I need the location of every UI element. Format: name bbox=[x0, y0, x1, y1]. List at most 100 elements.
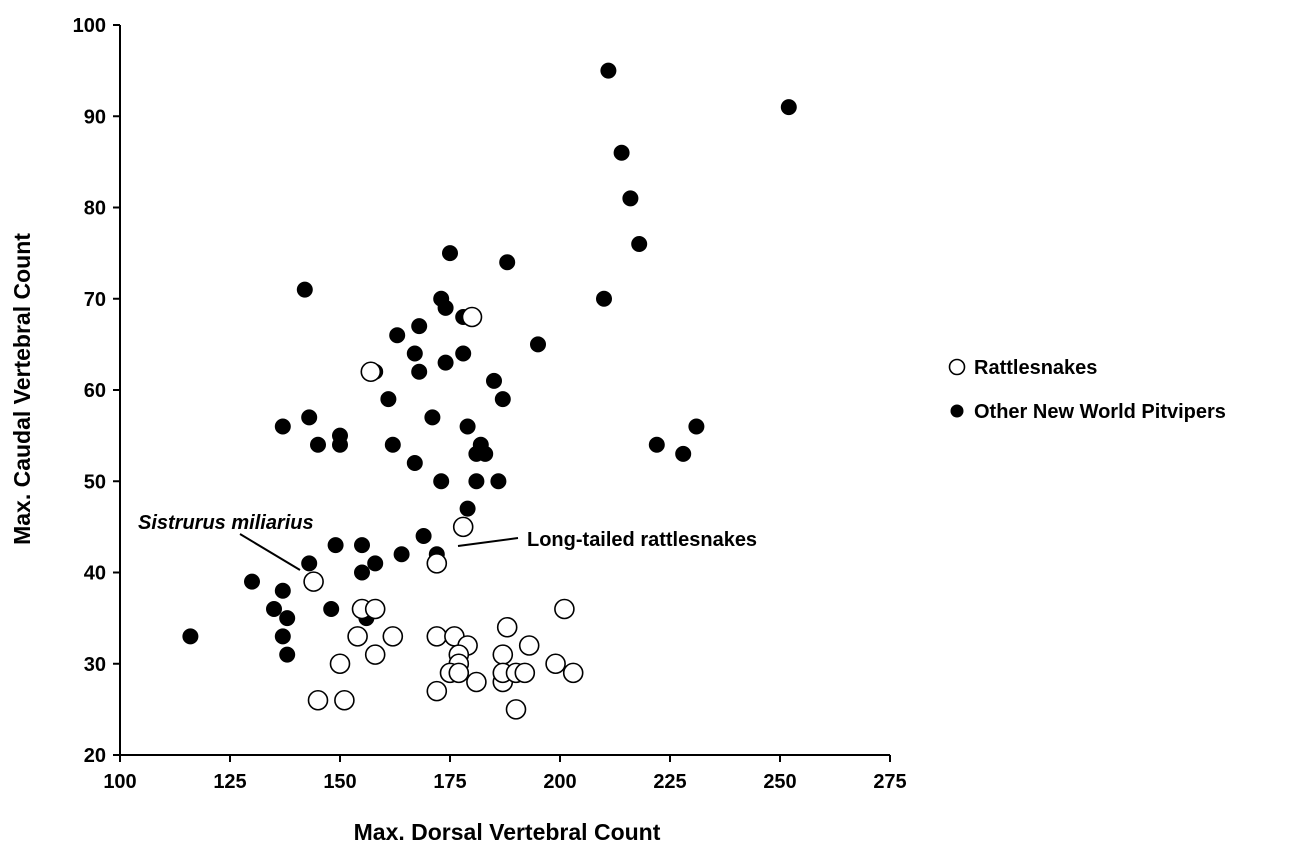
annotation-sistrurus-miliarius: Sistrurus miliarius bbox=[138, 512, 314, 534]
point-rattlesnake bbox=[382, 626, 404, 647]
point-other-pitviper bbox=[393, 546, 410, 563]
point-other-pitviper bbox=[675, 445, 692, 462]
y-tick-label: 40 bbox=[84, 563, 106, 585]
point-other-pitviper bbox=[411, 363, 428, 380]
y-tick-label: 80 bbox=[84, 198, 106, 220]
point-other-pitviper bbox=[354, 537, 370, 554]
point-other-pitviper bbox=[323, 601, 340, 617]
point-rattlesnake bbox=[554, 598, 575, 620]
point-other-pitviper bbox=[486, 372, 502, 389]
point-rattlesnake bbox=[505, 699, 527, 720]
point-rattlesnake bbox=[562, 662, 584, 684]
point-rattlesnake bbox=[364, 644, 386, 665]
x-axis-title: Max. Dorsal Vertebral Count bbox=[354, 819, 661, 845]
point-other-pitviper bbox=[310, 436, 326, 453]
y-tick-label: 60 bbox=[84, 380, 106, 402]
legend-label-rattlesnakes: Rattlesnakes bbox=[974, 357, 1097, 379]
x-tick-label: 175 bbox=[433, 771, 466, 793]
point-other-pitviper bbox=[411, 318, 428, 335]
point-other-pitviper bbox=[301, 409, 318, 426]
point-other-pitviper bbox=[442, 245, 458, 262]
data-points bbox=[182, 62, 797, 720]
x-tick-label: 200 bbox=[543, 771, 576, 793]
point-other-pitviper bbox=[631, 236, 648, 252]
x-tick-label: 275 bbox=[873, 771, 906, 793]
axis-titles: Max. Dorsal Vertebral Count Max. Caudal … bbox=[9, 233, 661, 845]
point-other-pitviper bbox=[279, 646, 296, 663]
point-other-pitviper bbox=[389, 327, 406, 344]
point-rattlesnake bbox=[518, 635, 540, 656]
point-other-pitviper bbox=[437, 354, 454, 371]
legend-label-other-pitvipers: Other New World Pitvipers bbox=[974, 401, 1226, 423]
point-rattlesnake bbox=[452, 516, 474, 538]
y-tick-label: 50 bbox=[84, 471, 106, 493]
x-tick-label: 150 bbox=[323, 771, 356, 793]
point-other-pitviper bbox=[530, 336, 546, 353]
point-rattlesnake bbox=[448, 662, 470, 684]
point-other-pitviper bbox=[327, 537, 344, 554]
x-tick-label: 250 bbox=[763, 771, 796, 793]
point-other-pitviper bbox=[622, 190, 639, 207]
point-rattlesnake bbox=[496, 616, 518, 638]
legend: Rattlesnakes Other New World Pitvipers bbox=[948, 357, 1226, 423]
point-rattlesnake bbox=[307, 689, 329, 711]
y-tick-label: 20 bbox=[84, 745, 106, 767]
point-rattlesnake bbox=[545, 653, 566, 675]
y-tick-label: 70 bbox=[84, 289, 106, 311]
point-rattlesnake bbox=[364, 598, 386, 620]
point-other-pitviper bbox=[354, 564, 370, 581]
x-tick-label: 100 bbox=[103, 771, 136, 793]
point-rattlesnake bbox=[347, 626, 368, 647]
point-other-pitviper bbox=[499, 254, 516, 271]
point-other-pitviper bbox=[244, 573, 260, 590]
point-other-pitviper bbox=[367, 555, 384, 572]
y-tick-label: 30 bbox=[84, 654, 106, 676]
point-rattlesnake bbox=[426, 626, 448, 647]
point-other-pitviper bbox=[274, 418, 291, 435]
point-other-pitviper bbox=[780, 99, 797, 116]
point-other-pitviper bbox=[301, 555, 318, 572]
point-other-pitviper bbox=[688, 418, 705, 435]
point-other-pitviper bbox=[274, 582, 291, 599]
point-other-pitviper bbox=[477, 445, 494, 462]
point-other-pitviper bbox=[459, 418, 476, 435]
point-rattlesnake bbox=[492, 644, 514, 665]
legend-marker-rattlesnakes bbox=[948, 358, 966, 376]
point-other-pitviper bbox=[459, 500, 476, 517]
point-other-pitviper bbox=[332, 436, 348, 453]
point-rattlesnake bbox=[360, 361, 382, 383]
point-rattlesnake bbox=[461, 306, 483, 328]
point-other-pitviper bbox=[415, 528, 432, 544]
annotation-leader-line-long-tailed bbox=[457, 537, 519, 547]
point-other-pitviper bbox=[613, 144, 630, 161]
point-other-pitviper bbox=[274, 628, 291, 645]
legend-marker-other-pitvipers bbox=[950, 404, 964, 418]
point-other-pitviper bbox=[182, 628, 199, 645]
point-other-pitviper bbox=[384, 436, 401, 453]
point-other-pitviper bbox=[468, 473, 485, 490]
point-other-pitviper bbox=[380, 391, 397, 408]
x-tick-label: 225 bbox=[653, 771, 686, 793]
point-other-pitviper bbox=[490, 473, 507, 490]
axes: 100 125 150 175 200 225 250 275 20 30 40 50 60 70 80 90… bbox=[73, 15, 907, 793]
point-rattlesnake bbox=[514, 662, 536, 684]
point-other-pitviper bbox=[596, 290, 612, 307]
annotation-long-tailed-rattlesnakes: Long-tailed rattlesnakes bbox=[527, 529, 757, 551]
point-other-pitviper bbox=[433, 473, 450, 490]
point-rattlesnake bbox=[329, 653, 351, 675]
point-other-pitviper bbox=[424, 409, 441, 426]
annotations: Sistrurus miliarius Long-tailed rattlesn… bbox=[138, 512, 757, 571]
y-axis-title: Max. Caudal Vertebral Count bbox=[9, 233, 35, 545]
point-other-pitviper bbox=[266, 601, 282, 617]
point-rattlesnake bbox=[426, 680, 448, 702]
point-rattlesnake bbox=[303, 571, 324, 592]
point-other-pitviper bbox=[406, 345, 423, 362]
point-rattlesnake bbox=[426, 553, 448, 574]
point-other-pitviper bbox=[406, 455, 423, 471]
point-other-pitviper bbox=[494, 391, 511, 408]
annotation-leader-line-sistrurus bbox=[239, 533, 301, 571]
point-other-pitviper bbox=[600, 62, 617, 79]
x-tick-label: 125 bbox=[213, 771, 246, 793]
